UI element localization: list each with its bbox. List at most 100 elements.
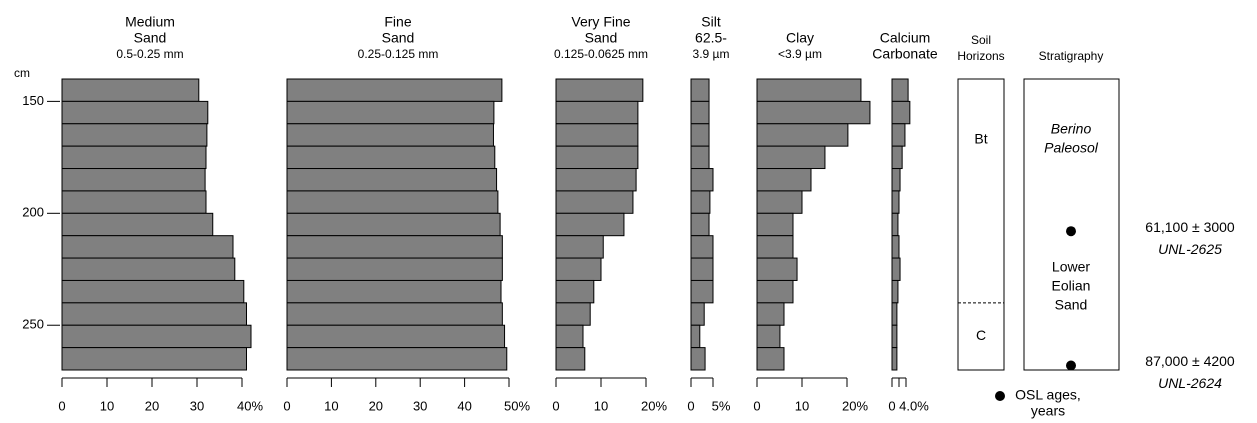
bar: [891, 212, 899, 237]
panel-title: Sand: [134, 30, 167, 46]
unit-label: Berino: [1051, 121, 1092, 137]
bar: [286, 302, 503, 326]
x-tick-label: 40: [457, 398, 471, 413]
panel-subtitle: 0.5-0.25 mm: [116, 47, 183, 61]
panel-title: 62.5-: [695, 30, 727, 46]
panel-title: Sand: [382, 30, 415, 46]
x-tick-label: 30: [413, 398, 427, 413]
bar: [891, 235, 900, 259]
panel-title: Carbonate: [872, 46, 938, 62]
bar: [690, 100, 710, 125]
bar: [756, 212, 794, 237]
bar: [61, 257, 236, 281]
panel-title: Very Fine: [571, 14, 630, 30]
bar: [891, 324, 898, 349]
x-tick-label: 10: [594, 398, 608, 413]
bar: [891, 145, 903, 170]
bar: [891, 168, 901, 192]
bar: [756, 123, 849, 147]
y-tick-label: 250: [22, 317, 44, 332]
bar: [756, 302, 785, 326]
bar: [891, 347, 898, 371]
osl-age: 61,100 ± 3000: [1145, 219, 1235, 235]
panel-subtitle: 0.125-0.0625 mm: [554, 47, 648, 61]
bar: [555, 257, 602, 281]
bar: [555, 212, 625, 237]
bar: [61, 302, 247, 326]
bar: [61, 145, 207, 170]
x-tick-label: 0: [753, 398, 760, 413]
x-tick-label: 20%: [842, 398, 868, 413]
bar: [756, 257, 798, 281]
bar: [61, 123, 208, 147]
osl-dot: [1066, 360, 1076, 371]
bar: [756, 324, 781, 349]
bar: [61, 190, 207, 214]
bar: [690, 190, 711, 214]
bar: [286, 78, 503, 102]
bar: [61, 100, 209, 125]
bar: [555, 168, 637, 192]
bar: [286, 279, 502, 304]
osl-age: 87,000 ± 4200: [1145, 353, 1235, 369]
x-tick-label: 0: [687, 398, 694, 413]
bar: [690, 212, 710, 237]
panel-title: Calcium: [880, 30, 931, 46]
y-tick-label: 200: [22, 205, 44, 220]
unit-label: Eolian: [1052, 278, 1091, 294]
osl-dot: [1066, 226, 1076, 237]
bar: [555, 235, 604, 259]
horizon-label: Bt: [974, 131, 987, 147]
panel-title: Medium: [125, 14, 175, 30]
column-title: Stratigraphy: [1039, 49, 1104, 63]
bar: [286, 212, 501, 237]
bar: [61, 78, 200, 102]
bar: [286, 347, 508, 371]
panel-title: Clay: [786, 30, 814, 46]
unit-label: Sand: [1055, 297, 1088, 313]
x-tick-label: 0: [888, 398, 895, 413]
bar: [61, 324, 252, 349]
x-tick-label: 10: [324, 398, 338, 413]
bar: [286, 145, 496, 170]
x-tick-label: 5%: [712, 398, 731, 413]
x-tick-label: 10: [100, 398, 114, 413]
x-tick-label: 10: [795, 398, 809, 413]
bar: [690, 302, 705, 326]
bar: [555, 100, 639, 125]
legend-label: OSL ages,: [1015, 387, 1081, 403]
bar: [555, 347, 586, 371]
bar: [756, 145, 826, 170]
bar: [690, 324, 701, 349]
bar: [286, 235, 503, 259]
x-tick-label: 0: [283, 398, 290, 413]
bar: [690, 257, 714, 281]
bar: [690, 123, 710, 147]
bar: [690, 235, 714, 259]
bar: [756, 279, 794, 304]
bar: [61, 212, 214, 237]
panel-subtitle: 3.9 µm: [693, 47, 730, 61]
bar: [555, 190, 634, 214]
bar: [61, 347, 247, 371]
unit-label: Paleosol: [1044, 140, 1099, 156]
bar: [756, 235, 794, 259]
legend-label: years: [1031, 403, 1065, 419]
x-tick-label: 4.0%: [899, 398, 929, 413]
bar: [891, 190, 900, 214]
x-tick-label: 30: [190, 398, 204, 413]
bar: [555, 279, 595, 304]
bar: [690, 347, 706, 371]
panel-title: Silt: [701, 14, 721, 30]
bar: [891, 123, 906, 147]
column-title: Horizons: [957, 49, 1004, 63]
panel-title: Fine: [384, 14, 411, 30]
y-axis-label: cm: [14, 66, 30, 80]
bar: [61, 279, 245, 304]
bar: [891, 100, 911, 125]
bar: [286, 168, 498, 192]
unit-label: Lower: [1052, 259, 1090, 275]
bar: [756, 347, 785, 371]
bar: [891, 279, 899, 304]
